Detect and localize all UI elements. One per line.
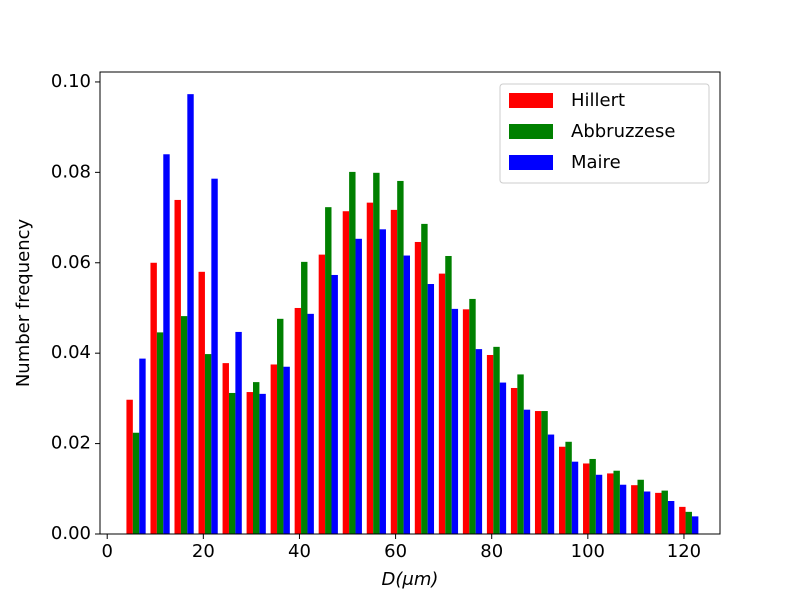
bar bbox=[187, 94, 194, 534]
bar bbox=[318, 254, 326, 535]
bar bbox=[462, 309, 470, 534]
bar bbox=[403, 255, 410, 534]
legend-label: Hillert bbox=[571, 90, 625, 111]
bar bbox=[222, 363, 229, 534]
bar bbox=[259, 393, 266, 534]
bar bbox=[139, 358, 146, 534]
bar bbox=[366, 202, 374, 534]
bar bbox=[523, 409, 531, 534]
bar bbox=[510, 387, 518, 534]
bar bbox=[451, 308, 459, 534]
bar bbox=[349, 171, 356, 534]
bar bbox=[163, 154, 170, 534]
bar bbox=[126, 399, 133, 534]
legend-label: Abbruzzese bbox=[571, 121, 675, 142]
bar bbox=[691, 516, 699, 534]
bar bbox=[204, 354, 212, 534]
plot-frame bbox=[99, 71, 721, 535]
bar bbox=[235, 331, 242, 534]
y-axis-label: Number frequency bbox=[13, 218, 34, 387]
y-tick-label: 0.08 bbox=[51, 161, 91, 182]
legend-swatch bbox=[509, 124, 553, 139]
bar bbox=[270, 364, 278, 534]
bar bbox=[421, 223, 428, 534]
legend-swatch bbox=[509, 93, 553, 108]
bar bbox=[595, 474, 603, 534]
bar bbox=[277, 318, 284, 534]
bar bbox=[307, 313, 314, 534]
bar bbox=[685, 511, 692, 534]
x-tick-label: 100 bbox=[571, 541, 605, 562]
y-tick-label: 0.02 bbox=[51, 433, 91, 454]
bar bbox=[667, 501, 675, 534]
x-tick-label: 80 bbox=[480, 541, 503, 562]
x-axis-label: D(μm) bbox=[382, 569, 439, 590]
bar bbox=[198, 271, 205, 534]
bar bbox=[637, 479, 644, 534]
bar bbox=[379, 229, 386, 534]
bar bbox=[486, 354, 494, 534]
legend-label: Maire bbox=[571, 152, 621, 173]
bar bbox=[156, 332, 164, 534]
bar bbox=[342, 211, 350, 534]
x-tick-label: 60 bbox=[384, 541, 407, 562]
bar bbox=[607, 473, 614, 534]
bar bbox=[571, 461, 579, 534]
bar bbox=[252, 382, 260, 534]
bar bbox=[414, 241, 422, 534]
bar bbox=[541, 411, 548, 534]
bar bbox=[655, 492, 662, 534]
x-tick-label: 0 bbox=[101, 541, 112, 562]
bar bbox=[132, 432, 140, 534]
bar bbox=[534, 411, 542, 534]
bar bbox=[661, 490, 668, 534]
bar bbox=[427, 284, 435, 534]
bar bbox=[180, 316, 188, 534]
bar bbox=[558, 446, 566, 534]
y-tick-label: 0.10 bbox=[51, 71, 91, 92]
bar bbox=[283, 366, 290, 534]
bar bbox=[589, 458, 596, 534]
bar bbox=[355, 238, 362, 534]
bar bbox=[294, 307, 302, 534]
bar bbox=[499, 382, 507, 534]
legend-swatch bbox=[509, 155, 553, 170]
bar bbox=[517, 374, 524, 534]
bar bbox=[679, 506, 686, 534]
bar bbox=[445, 255, 452, 534]
bar bbox=[397, 180, 404, 535]
x-tick-label: 120 bbox=[667, 541, 701, 562]
bar bbox=[565, 441, 572, 534]
y-tick-label: 0.04 bbox=[51, 342, 91, 363]
bar bbox=[150, 262, 157, 534]
bar bbox=[331, 274, 338, 534]
bar bbox=[469, 298, 476, 534]
bar bbox=[643, 491, 651, 534]
bar bbox=[631, 485, 638, 534]
bar bbox=[211, 178, 218, 534]
bar bbox=[373, 172, 380, 534]
x-tick-label: 40 bbox=[288, 541, 311, 562]
y-tick-label: 0.06 bbox=[51, 252, 91, 273]
bar bbox=[493, 346, 500, 534]
bar bbox=[301, 261, 308, 534]
bar bbox=[228, 392, 236, 534]
bar bbox=[325, 207, 332, 535]
bar bbox=[547, 434, 555, 534]
bar bbox=[583, 463, 590, 534]
x-tick-label: 20 bbox=[192, 541, 215, 562]
y-tick-label: 0.00 bbox=[51, 523, 91, 544]
bar bbox=[613, 470, 620, 534]
bar bbox=[246, 392, 253, 534]
bar bbox=[438, 273, 446, 534]
bar bbox=[174, 199, 181, 534]
bar bbox=[619, 484, 627, 534]
bar bbox=[475, 349, 483, 534]
bar bbox=[390, 209, 398, 534]
